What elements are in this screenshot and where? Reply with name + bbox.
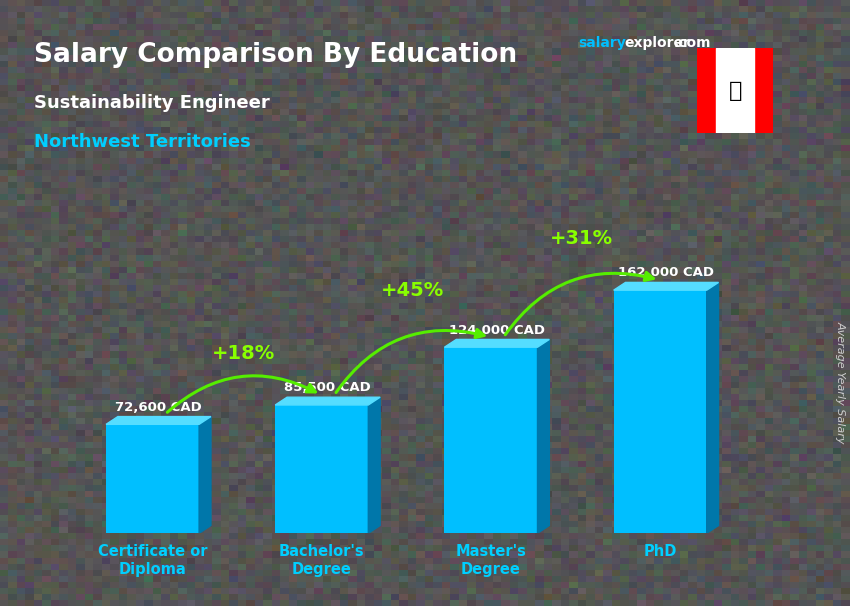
Polygon shape [368, 397, 380, 533]
Text: +45%: +45% [381, 281, 444, 301]
Bar [614, 290, 706, 533]
Bar [275, 405, 368, 533]
Bar [697, 48, 716, 133]
Text: Salary Comparison By Education: Salary Comparison By Education [34, 42, 517, 68]
Bar [445, 347, 537, 533]
Text: 162,000 CAD: 162,000 CAD [618, 267, 714, 279]
Text: explorer: explorer [625, 36, 690, 50]
Polygon shape [199, 416, 211, 533]
Bar [106, 424, 199, 533]
Text: 72,600 CAD: 72,600 CAD [115, 401, 201, 414]
Polygon shape [706, 282, 718, 533]
Text: 124,000 CAD: 124,000 CAD [449, 324, 545, 336]
Polygon shape [445, 339, 549, 347]
Text: 🍁: 🍁 [728, 81, 742, 101]
Bar [716, 48, 755, 133]
Text: Sustainability Engineer: Sustainability Engineer [34, 94, 269, 112]
Text: .com: .com [674, 36, 711, 50]
Bar [754, 48, 774, 133]
Text: +31%: +31% [550, 229, 613, 248]
Text: 85,500 CAD: 85,500 CAD [284, 381, 371, 395]
Polygon shape [275, 397, 380, 405]
Polygon shape [106, 416, 211, 424]
Text: +18%: +18% [212, 344, 275, 363]
Text: Average Yearly Salary: Average Yearly Salary [836, 321, 846, 443]
Text: Northwest Territories: Northwest Territories [34, 133, 251, 152]
Polygon shape [614, 282, 718, 290]
Polygon shape [537, 339, 549, 533]
Text: salary: salary [578, 36, 626, 50]
